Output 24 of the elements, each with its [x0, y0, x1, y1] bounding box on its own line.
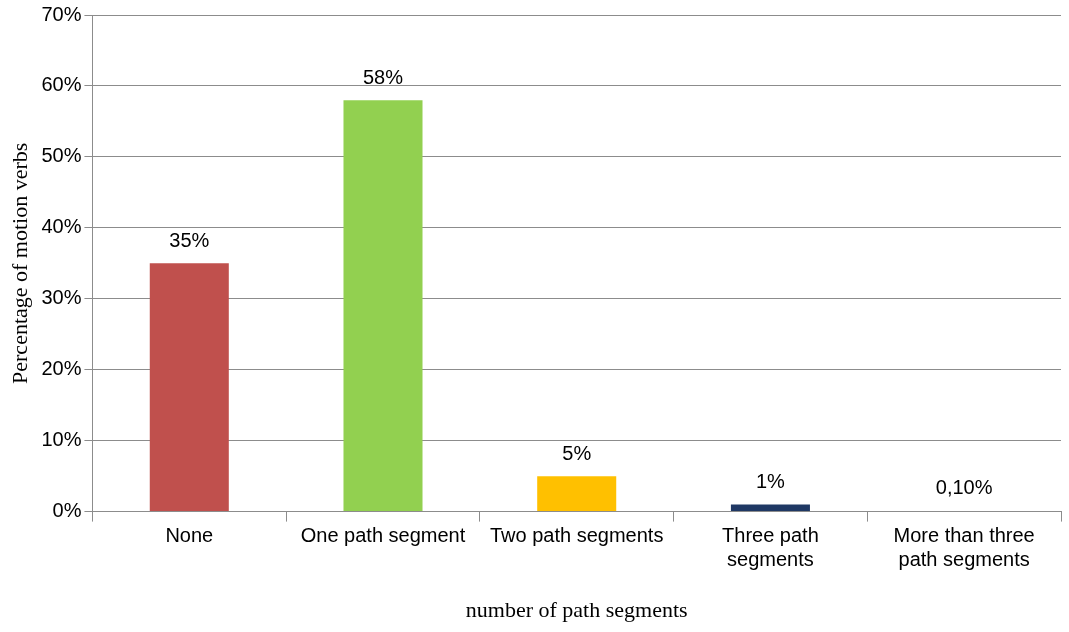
- data-label: 1%: [755, 470, 786, 493]
- y-tick-label: 30%: [41, 286, 82, 309]
- y-axis-title: Percentage of motion verbs: [6, 142, 32, 384]
- bar: [537, 476, 617, 512]
- x-tick-label: One path segment: [300, 524, 466, 547]
- bar: [730, 504, 810, 512]
- y-tick-label: 0%: [52, 499, 82, 522]
- x-tick-label: More than three path segments: [893, 524, 1035, 571]
- data-label: 5%: [562, 441, 592, 464]
- y-tick-label: 50%: [41, 144, 82, 167]
- y-tick-label: 60%: [41, 73, 82, 96]
- bar: [149, 263, 229, 512]
- y-tick-label: 40%: [41, 215, 82, 238]
- x-axis-title: number of path segments: [465, 596, 688, 622]
- bar: [343, 100, 423, 512]
- data-label: 58%: [362, 65, 404, 88]
- x-tick-label: Three path segments: [722, 524, 819, 571]
- x-tick-label: None: [165, 524, 214, 547]
- y-tick-label: 20%: [41, 357, 82, 380]
- y-tick-label: 10%: [41, 428, 82, 451]
- data-label: 35%: [169, 228, 210, 251]
- y-tick-label: 70%: [41, 2, 82, 25]
- data-label: 0,10%: [935, 476, 993, 499]
- x-tick-label: Two path segments: [490, 524, 664, 547]
